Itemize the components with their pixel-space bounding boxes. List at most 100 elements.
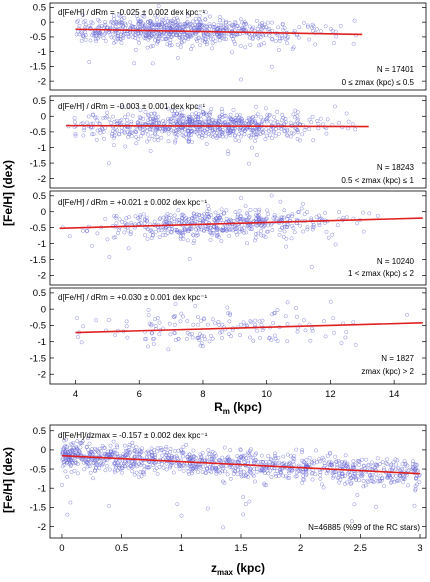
data-point: [196, 117, 201, 121]
data-point: [225, 305, 230, 310]
data-point: [138, 116, 143, 120]
data-point: [200, 133, 204, 138]
data-point: [134, 135, 139, 140]
data-point: [197, 464, 202, 469]
data-point: [138, 108, 143, 113]
data-point: [284, 132, 289, 137]
data-point: [267, 133, 272, 138]
data-point: [142, 472, 147, 477]
panel-2-range: 0.5 < zmax (kpc) ≤ 1: [341, 176, 414, 185]
data-point: [182, 227, 187, 232]
data-point: [149, 229, 154, 234]
panel-5-frame: [49, 424, 427, 539]
data-point: [157, 332, 162, 337]
data-point: [191, 322, 196, 327]
data-point: [300, 480, 305, 485]
data-point: [89, 20, 94, 24]
data-point: [178, 35, 183, 40]
data-point: [190, 335, 195, 340]
x-tick-label: 12: [325, 389, 336, 400]
data-point: [251, 338, 256, 343]
data-point: [285, 128, 290, 133]
y-tick-label: -0.5: [30, 464, 46, 475]
data-point: [361, 478, 366, 483]
data-point: [310, 470, 315, 475]
data-point: [160, 232, 165, 237]
data-point: [393, 457, 398, 462]
data-point: [83, 37, 88, 42]
x-tick-label: 3: [417, 543, 422, 554]
data-point: [247, 451, 252, 456]
data-point: [166, 139, 171, 144]
data-point: [260, 130, 265, 135]
data-point: [119, 36, 124, 41]
data-point: [382, 484, 387, 488]
data-point: [298, 469, 303, 474]
data-point: [245, 471, 250, 476]
data-point: [202, 229, 207, 233]
data-point: [293, 108, 298, 113]
data-point: [318, 116, 323, 121]
data-point: [91, 460, 96, 465]
data-point: [262, 224, 267, 229]
y-tick-label: -2: [38, 174, 46, 185]
data-point: [216, 34, 221, 39]
data-point: [286, 214, 291, 219]
data-point: [95, 36, 100, 41]
data-point: [256, 216, 261, 220]
data-point: [95, 118, 100, 123]
data-point: [91, 132, 96, 137]
y-tick-label: 0.5: [33, 3, 46, 14]
data-point: [138, 127, 143, 131]
data-point: [284, 236, 289, 241]
data-point: [86, 457, 91, 462]
data-point: [66, 449, 71, 454]
data-point: [207, 111, 212, 116]
data-point: [117, 217, 122, 222]
data-point: [244, 119, 249, 124]
data-point: [259, 229, 263, 233]
data-point: [117, 119, 122, 123]
data-point: [148, 127, 153, 132]
data-point: [116, 34, 120, 39]
data-point: [171, 116, 176, 120]
data-point: [164, 444, 169, 449]
data-point: [119, 129, 124, 134]
panel-4-range: zmax (kpc) > 2: [361, 367, 414, 376]
data-point: [230, 228, 235, 233]
data-point: [176, 127, 181, 132]
data-point: [284, 244, 288, 249]
data-point: [233, 210, 238, 215]
data-point: [228, 112, 233, 117]
x-axis-label-bottom-sub: max: [217, 568, 234, 577]
data-point: [411, 466, 416, 470]
data-point: [163, 37, 168, 42]
data-point: [136, 41, 141, 45]
data-point: [95, 449, 100, 454]
data-point: [278, 470, 283, 475]
data-point: [222, 469, 227, 474]
data-point: [120, 25, 125, 30]
data-point: [255, 26, 260, 31]
data-point: [173, 338, 178, 342]
data-point: [280, 461, 285, 466]
data-point: [198, 18, 203, 23]
data-point: [239, 17, 243, 22]
data-point: [207, 117, 211, 122]
data-point: [275, 120, 280, 124]
data-point: [309, 459, 314, 464]
data-point: [75, 316, 80, 321]
data-point: [269, 64, 274, 69]
data-point: [328, 451, 333, 456]
data-point: [353, 342, 358, 347]
data-point: [254, 328, 259, 333]
data-point: [97, 19, 102, 24]
data-point: [149, 116, 154, 121]
data-point: [273, 127, 278, 132]
data-point: [181, 113, 186, 118]
data-point: [94, 466, 99, 470]
data-point: [322, 461, 327, 466]
data-point: [205, 455, 210, 460]
data-point: [179, 40, 184, 45]
data-point: [100, 127, 105, 132]
